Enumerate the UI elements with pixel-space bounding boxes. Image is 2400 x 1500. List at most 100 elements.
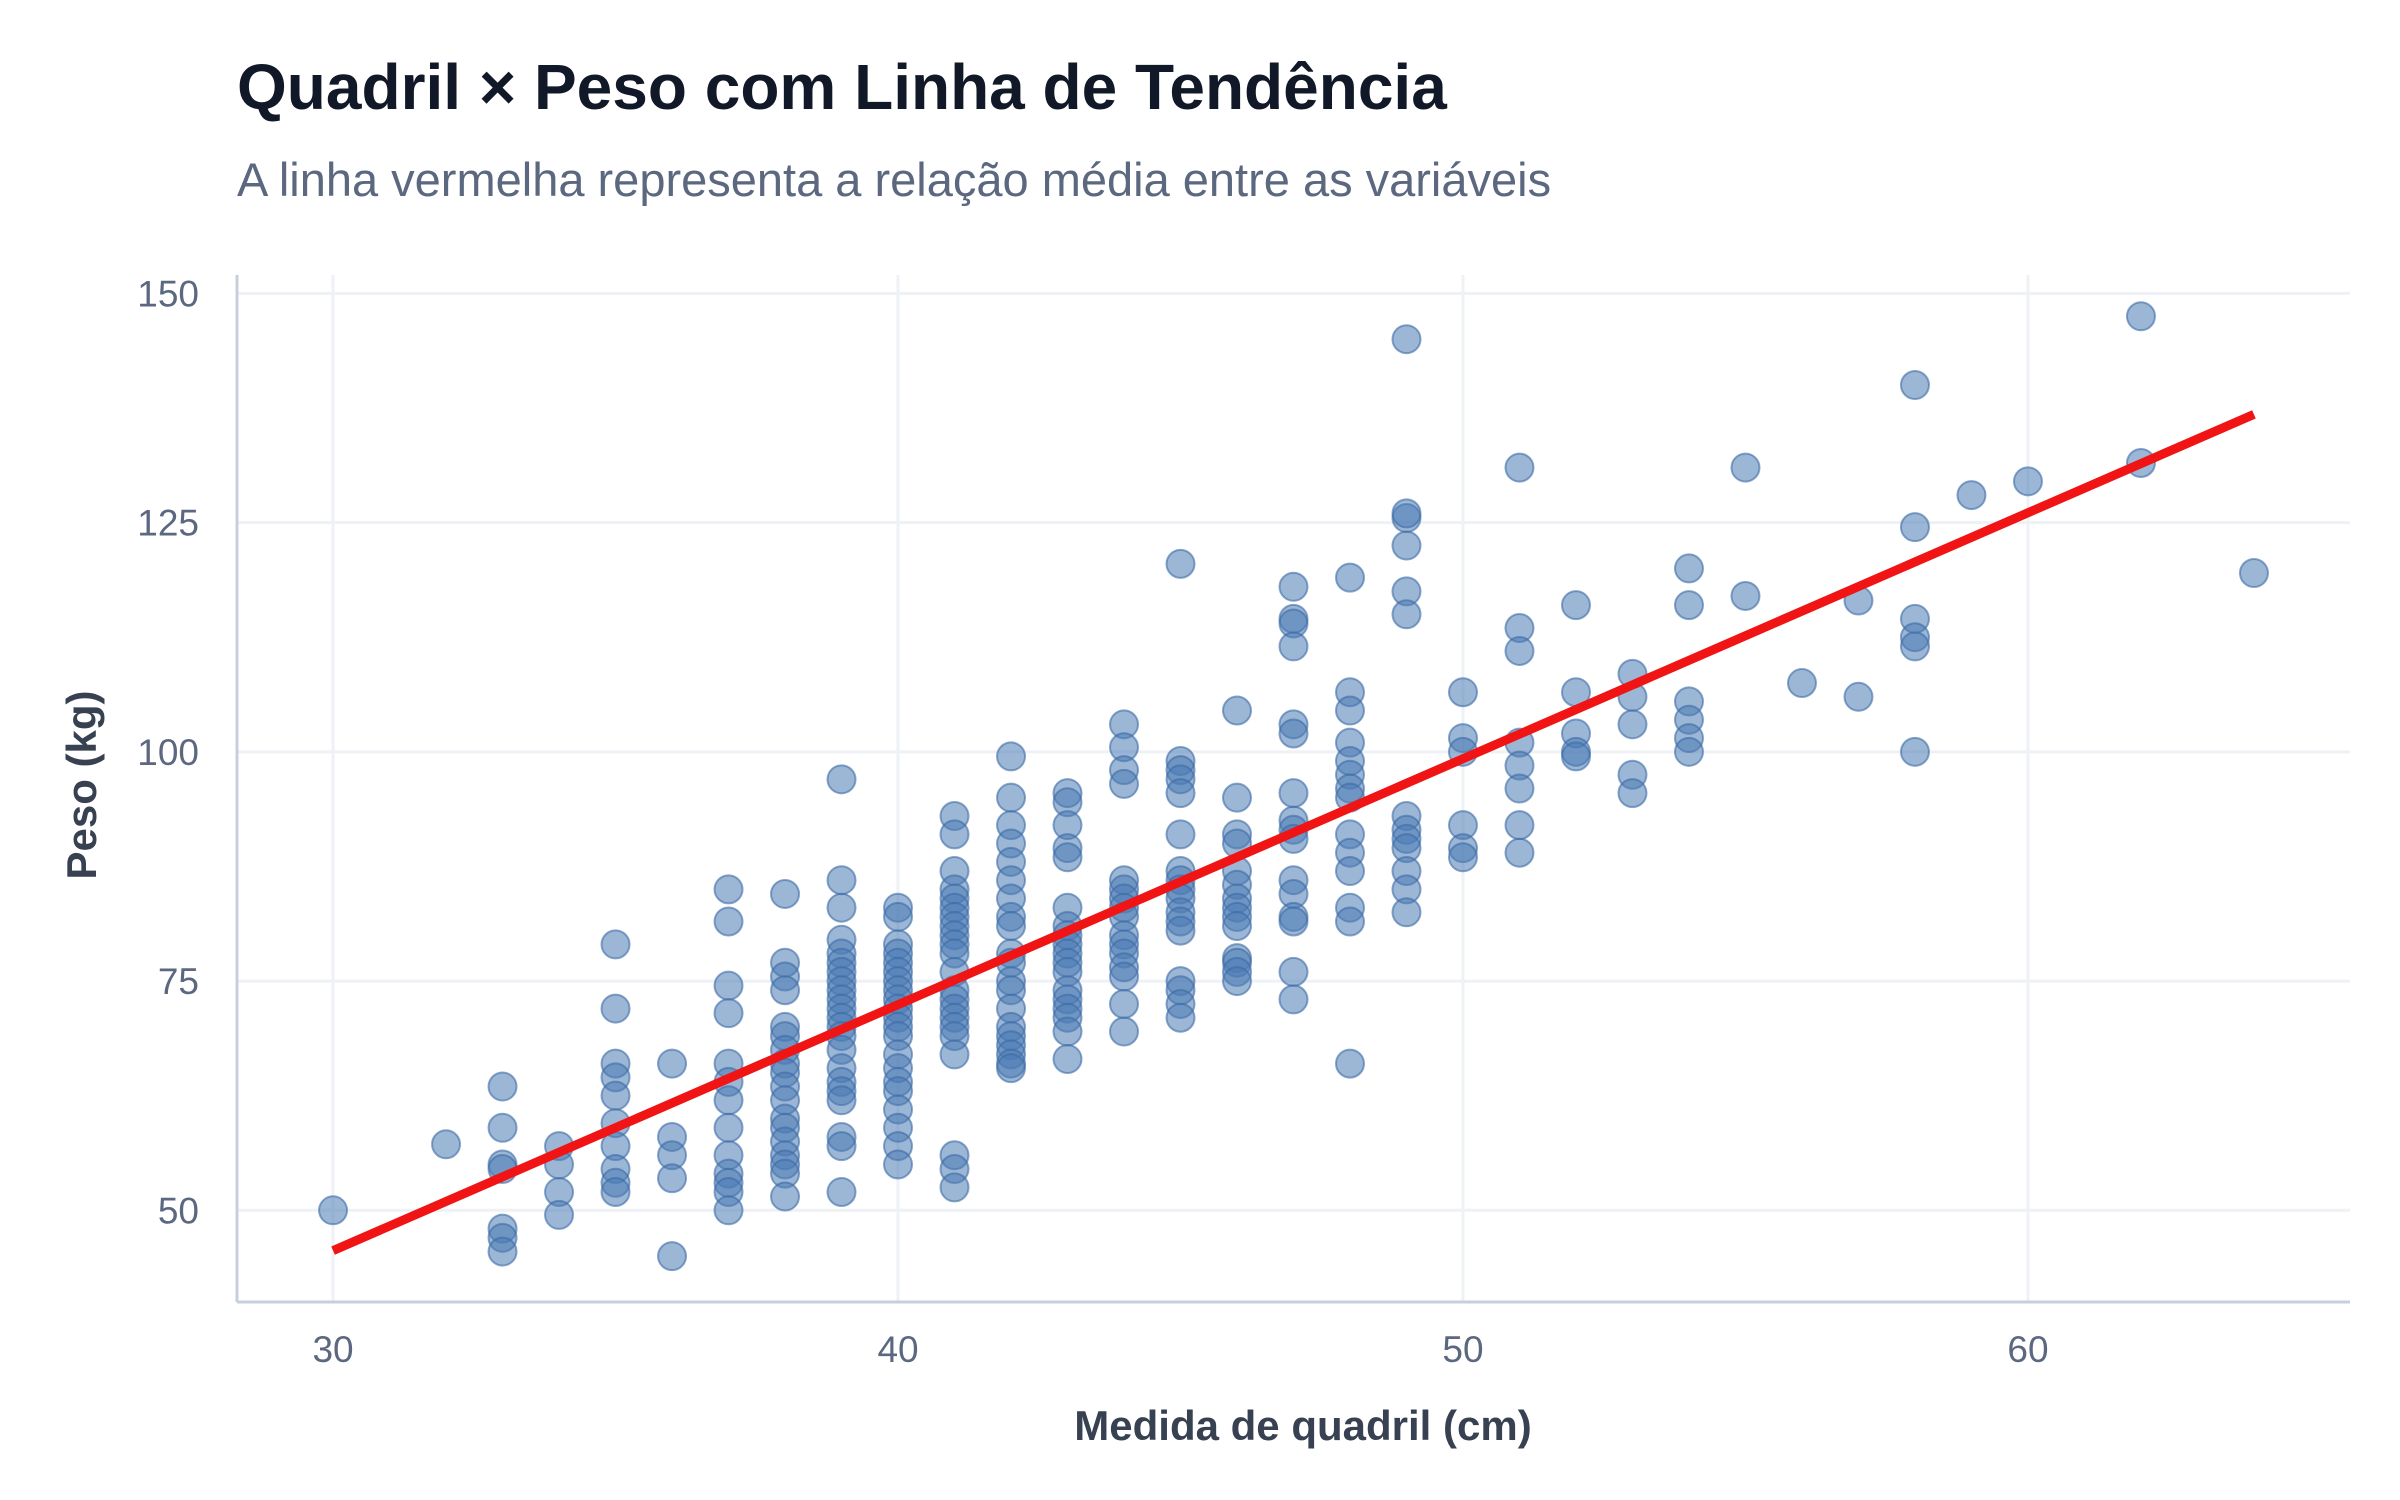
data-point — [1617, 709, 1648, 740]
data-point — [1109, 988, 1140, 1019]
data-point — [713, 1085, 744, 1116]
data-point — [1165, 1002, 1196, 1033]
data-point — [1334, 906, 1365, 937]
data-point — [1673, 736, 1704, 767]
x-tick-label: 30 — [312, 1329, 353, 1370]
data-point — [713, 998, 744, 1029]
data-point — [1222, 782, 1253, 813]
axes — [235, 275, 2350, 1304]
data-point — [1447, 842, 1478, 873]
data-point — [996, 911, 1027, 942]
data-point — [713, 1112, 744, 1143]
data-point — [1673, 590, 1704, 621]
data-point — [1165, 548, 1196, 579]
data-point — [1334, 695, 1365, 726]
y-tick-label: 125 — [137, 503, 199, 544]
data-point — [2012, 466, 2043, 497]
data-point — [713, 970, 744, 1001]
data-point — [487, 1112, 518, 1143]
trend-line — [331, 410, 2256, 1255]
data-point — [1504, 635, 1535, 666]
data-point — [883, 901, 914, 932]
data-point — [1391, 324, 1422, 355]
data-point — [1109, 961, 1140, 992]
data-point — [318, 1195, 349, 1226]
data-point — [431, 1129, 462, 1160]
data-points — [318, 301, 2269, 1272]
data-point — [1504, 773, 1535, 804]
data-point — [600, 993, 631, 1024]
x-axis-title: Medida de quadril (cm) — [1074, 1402, 1531, 1449]
data-point — [600, 929, 631, 960]
data-point — [1109, 1016, 1140, 1047]
data-point — [1334, 1048, 1365, 1079]
data-point — [657, 1163, 688, 1194]
data-point — [826, 1176, 857, 1207]
data-point — [1334, 562, 1365, 593]
data-point — [1899, 512, 1930, 543]
y-axis-title: Peso (kg) — [58, 690, 105, 879]
data-point — [1560, 741, 1591, 772]
data-point — [826, 1131, 857, 1162]
data-point — [1391, 530, 1422, 561]
data-point — [1222, 911, 1253, 942]
data-point — [1504, 452, 1535, 483]
data-point — [1786, 668, 1817, 699]
data-point — [939, 819, 970, 850]
data-point — [600, 1080, 631, 1111]
data-point — [1899, 736, 1930, 767]
data-point — [770, 1181, 801, 1212]
data-point — [1504, 810, 1535, 841]
data-point — [1956, 480, 1987, 511]
data-point — [1391, 498, 1422, 529]
data-point — [1165, 915, 1196, 946]
data-point — [1278, 718, 1309, 749]
y-tick-label: 150 — [137, 273, 199, 314]
data-point — [713, 874, 744, 905]
data-point — [1447, 677, 1478, 708]
data-point — [1730, 580, 1761, 611]
data-point — [939, 1172, 970, 1203]
data-point — [1843, 681, 1874, 712]
data-point — [1278, 778, 1309, 809]
data-point — [770, 975, 801, 1006]
chart-title: Quadril × Peso com Linha de Tendência — [237, 51, 1447, 123]
data-point — [1391, 897, 1422, 928]
data-point — [1899, 370, 1930, 401]
data-point — [826, 865, 857, 896]
data-point — [1278, 631, 1309, 662]
data-point — [1052, 1044, 1083, 1075]
data-point — [1334, 856, 1365, 887]
chart-subtitle: A linha vermelha representa a relação mé… — [237, 153, 1552, 206]
data-point — [544, 1199, 575, 1230]
data-point — [1278, 571, 1309, 602]
data-point — [2125, 301, 2156, 332]
data-point — [1278, 956, 1309, 987]
data-point — [657, 1048, 688, 1079]
data-point — [1617, 778, 1648, 809]
data-point — [996, 1053, 1027, 1084]
data-point — [996, 782, 1027, 813]
axis-labels: 30 40 50 60 50 75 100 125 150 — [137, 273, 2048, 1370]
data-point — [1391, 599, 1422, 630]
data-point — [826, 764, 857, 795]
data-point — [1673, 553, 1704, 584]
data-point — [1730, 452, 1761, 483]
data-point — [1165, 819, 1196, 850]
data-point — [883, 1149, 914, 1180]
y-tick-label: 75 — [158, 961, 199, 1002]
data-point — [1222, 966, 1253, 997]
data-point — [487, 1071, 518, 1102]
data-point — [1109, 768, 1140, 799]
data-point — [996, 741, 1027, 772]
data-point — [826, 1085, 857, 1116]
data-point — [1899, 631, 1930, 662]
data-point — [600, 1176, 631, 1207]
x-tick-label: 60 — [2007, 1329, 2048, 1370]
data-point — [1278, 984, 1309, 1015]
data-point — [713, 906, 744, 937]
data-point — [1560, 590, 1591, 621]
data-point — [770, 878, 801, 909]
